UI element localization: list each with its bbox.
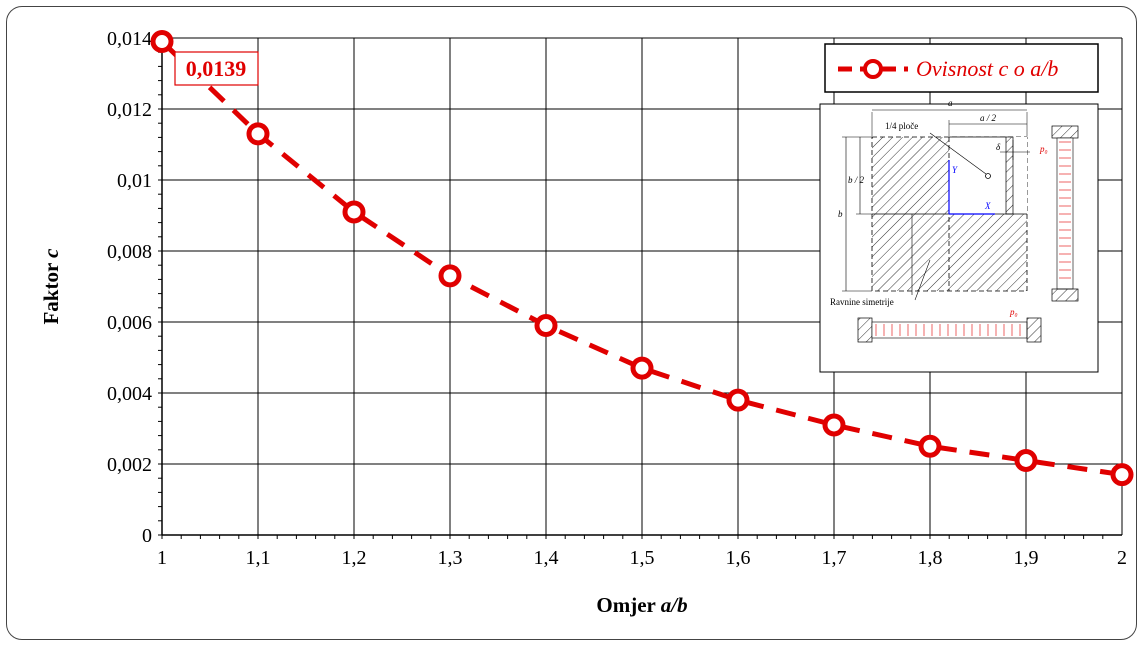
value-callout: 0,0139 — [174, 51, 259, 86]
inset-quarter-label: 1/4 ploče — [885, 121, 918, 131]
y-tick-label: 0,004 — [107, 383, 152, 405]
data-point — [1110, 463, 1134, 487]
y-tick-label: 0,008 — [107, 241, 152, 263]
y-tick-label: 0,01 — [117, 170, 152, 192]
tick-labels: 1 1,1 1,2 1,3 1,4 1,5 1,6 1,7 1,8 1,9 2 0 0,002 0,004… — [107, 28, 1127, 569]
legend: Ovisnost c o a/b — [824, 43, 1099, 93]
legend-marker — [863, 59, 883, 79]
data-point — [342, 200, 366, 224]
inset-b-half-label: b / 2 — [848, 175, 865, 185]
y-tick-label: 0,012 — [107, 99, 152, 121]
inset-b-label: b — [838, 209, 843, 219]
data-point — [918, 434, 942, 458]
series-line — [160, 39, 1123, 478]
data-point — [726, 388, 750, 412]
inset-diagram: Y X 1/4 ploče a a / 2 δ b b / 2 Ravnine … — [819, 98, 1099, 373]
data-point — [534, 314, 558, 338]
inset-y-label: Y — [952, 165, 958, 175]
inset-delta-label: δ — [996, 142, 1001, 152]
x-tick-label: 1,2 — [342, 547, 367, 569]
x-tick-label: 1,1 — [246, 547, 271, 569]
x-tick-label: 1 — [157, 547, 167, 569]
data-point — [822, 413, 846, 437]
inset-x-label: X — [984, 201, 991, 211]
y-tick-label: 0,014 — [107, 28, 152, 50]
y-axis-title: Faktor c — [39, 248, 63, 325]
x-tick-label: 1,9 — [1014, 547, 1039, 569]
x-tick-label: 1,7 — [822, 547, 847, 569]
x-tick-label: 1,4 — [534, 547, 559, 569]
data-point — [1014, 448, 1038, 472]
x-tick-label: 2 — [1117, 547, 1127, 569]
inset-a-half-label: a / 2 — [980, 113, 997, 123]
inset-a-label: a — [948, 98, 953, 108]
y-tick-label: 0,006 — [107, 312, 152, 334]
inset-planes-label: Ravnine simetrije — [830, 297, 894, 307]
y-tick-label: 0,002 — [107, 454, 152, 476]
data-point — [438, 264, 462, 288]
legend-label: Ovisnost c o a/b — [916, 56, 1058, 81]
data-point — [246, 122, 270, 146]
y-tick-label: 0 — [142, 525, 152, 547]
x-tick-label: 1,3 — [438, 547, 463, 569]
axes — [158, 38, 1122, 539]
series — [150, 30, 1134, 487]
inset-p0-bottom-label: p₀ — [1009, 307, 1018, 317]
data-point — [630, 356, 654, 380]
data-point — [150, 30, 174, 54]
x-tick-label: 1,8 — [918, 547, 943, 569]
x-tick-label: 1,5 — [630, 547, 655, 569]
x-axis-title: Omjer a/b — [596, 593, 687, 617]
inset-p0-side-label: p₀ — [1039, 144, 1048, 154]
x-tick-label: 1,6 — [726, 547, 751, 569]
callout-label: 0,0139 — [186, 56, 247, 81]
